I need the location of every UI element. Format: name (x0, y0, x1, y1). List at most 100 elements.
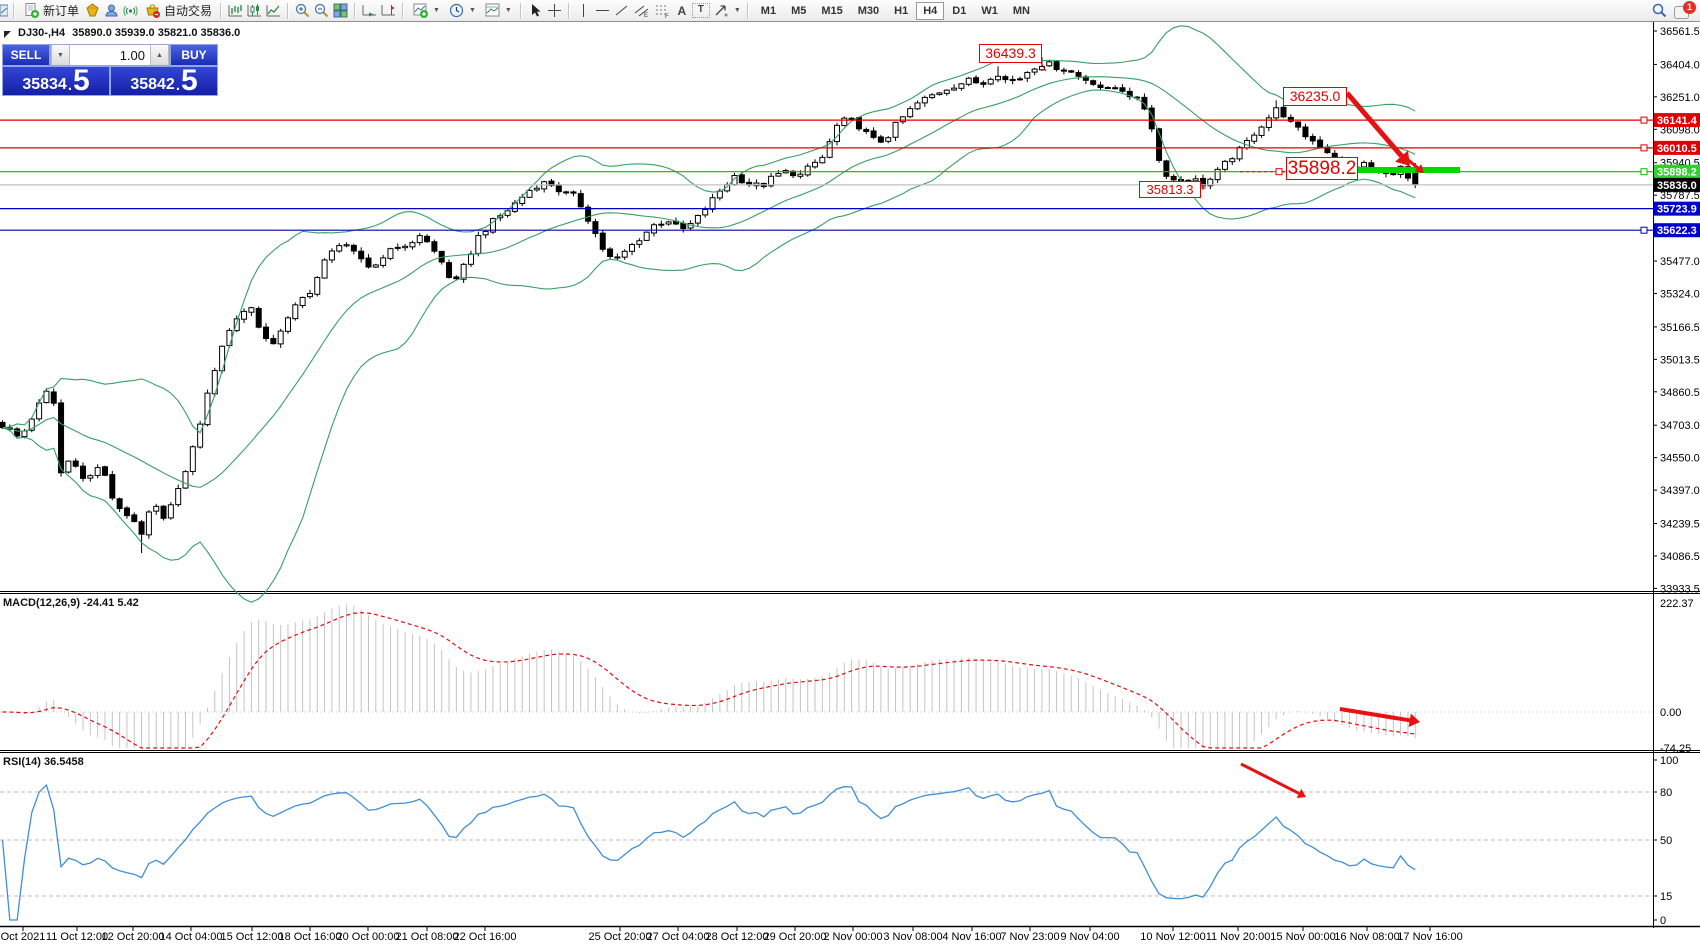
svg-text:9 Nov 04:00: 9 Nov 04:00 (1060, 931, 1119, 943)
tile-windows-icon[interactable] (332, 2, 349, 19)
svg-text:12 Oct 20:00: 12 Oct 20:00 (102, 931, 165, 943)
bar-chart-icon[interactable] (227, 2, 244, 19)
label-tool-icon[interactable]: T (691, 3, 710, 18)
timeframe-MN[interactable]: MN (1012, 4, 1030, 17)
svg-text:35166.5: 35166.5 (1660, 322, 1700, 334)
svg-text:4 Nov 16:00: 4 Nov 16:00 (942, 931, 1001, 943)
svg-text:222.37: 222.37 (1660, 598, 1694, 610)
timeframe-D1[interactable]: D1 (952, 4, 967, 17)
svg-text:0.00: 0.00 (1660, 707, 1681, 719)
auto-trading-button[interactable]: 自动交易 (141, 1, 215, 21)
svg-text:21 Oct 08:00: 21 Oct 08:00 (396, 931, 459, 943)
svg-text:35787.5: 35787.5 (1660, 190, 1700, 202)
buy-price[interactable]: 35842 . 5 (110, 66, 218, 96)
sell-button[interactable]: SELL (2, 44, 50, 66)
toolbar-right: 1 (1651, 0, 1698, 20)
buy-button[interactable]: BUY (170, 44, 218, 66)
shapes-icon (715, 5, 728, 17)
svg-text:2 Nov 00:00: 2 Nov 00:00 (823, 931, 882, 943)
volume-value[interactable]: 1.00 (119, 48, 145, 63)
symbol-period-label: DJ30-,H4 (18, 27, 66, 39)
chevron-down-icon: ▼ (433, 7, 440, 14)
indicators-button[interactable]: ▼ (409, 1, 443, 21)
chart-shift-icon[interactable] (380, 2, 397, 19)
swing-high-annotation[interactable]: 36439.3 (979, 44, 1042, 63)
timeframe-M5[interactable]: M5 (791, 4, 807, 17)
templates-button[interactable]: ▼ (481, 1, 515, 21)
timeframe-group: M1 M5 M15 M30 H1 H4 D1 W1 MN (754, 1, 1037, 20)
profile-icon[interactable] (103, 2, 120, 19)
svg-text:F: F (665, 14, 669, 19)
svg-text:14 Oct 04:00: 14 Oct 04:00 (160, 931, 223, 943)
zoom-out-icon[interactable] (313, 2, 330, 19)
horizontal-line-icon[interactable] (594, 2, 611, 19)
one-click-trading-panel: SELL ▼ 1.00 ▲ BUY 35834 . 5 35842 . 5 (2, 44, 218, 96)
sell-price[interactable]: 35834 . 5 (2, 66, 110, 96)
timeframe-M1[interactable]: M1 (760, 4, 777, 17)
timeframe-M15[interactable]: M15 (821, 4, 843, 17)
support-level-annotation[interactable]: 35898.2 (1286, 157, 1358, 180)
toolbar-separator (746, 2, 749, 19)
svg-text:17 Nov 16:00: 17 Nov 16:00 (1397, 931, 1462, 943)
volume-decrease-button[interactable]: ▼ (51, 45, 70, 65)
candlestick-icon[interactable] (246, 2, 263, 19)
svg-text:28 Oct 12:00: 28 Oct 12:00 (706, 931, 769, 943)
toolbar-separator (354, 2, 357, 19)
chevron-down-icon: ▼ (733, 7, 741, 14)
clipped-left-icon[interactable] (0, 2, 8, 19)
text-tool-icon[interactable]: A (677, 3, 687, 18)
zoom-in-icon[interactable] (294, 2, 311, 19)
svg-text:36141.4: 36141.4 (1657, 115, 1698, 127)
search-icon[interactable] (1651, 2, 1668, 19)
auto-trading-label: 自动交易 (164, 4, 213, 18)
svg-text:80: 80 (1660, 787, 1672, 799)
shapes-button[interactable]: ▼ (712, 1, 742, 21)
svg-text:10 Nov 12:00: 10 Nov 12:00 (1140, 931, 1205, 943)
svg-text:100: 100 (1660, 755, 1678, 767)
template-icon (485, 3, 500, 17)
trendline-icon[interactable] (613, 2, 630, 19)
toolbar-separator (13, 2, 15, 19)
svg-text:36404.0: 36404.0 (1660, 59, 1700, 71)
period-button[interactable]: ▼ (445, 1, 479, 21)
svg-text:11 Nov 20:00: 11 Nov 20:00 (1206, 931, 1271, 943)
auto-trading-icon (146, 4, 161, 18)
svg-text:-74.25: -74.25 (1660, 743, 1691, 755)
svg-text:15 Nov 00:00: 15 Nov 00:00 (1270, 931, 1335, 943)
new-order-button[interactable]: 新订单 (20, 1, 82, 21)
swing-low-annotation[interactable]: 35813.3 (1139, 181, 1201, 198)
buy-price-main: 35842 (130, 76, 175, 94)
svg-text:E: E (644, 13, 648, 19)
fibonacci-tool[interactable]: F (653, 1, 672, 21)
svg-text:7 Nov 23:00: 7 Nov 23:00 (1000, 931, 1059, 943)
notifications-button[interactable]: 1 (1674, 0, 1696, 20)
channel-icon: E (634, 5, 649, 19)
svg-text:35324.0: 35324.0 (1660, 288, 1700, 300)
vertical-line-icon[interactable] (575, 2, 592, 19)
svg-text:18 Oct 16:00: 18 Oct 16:00 (279, 931, 342, 943)
buy-price-dot: . (175, 76, 180, 94)
auto-scroll-icon[interactable] (361, 2, 378, 19)
pullback-high-annotation[interactable]: 36235.0 (1283, 87, 1347, 106)
signals-icon[interactable] (122, 2, 139, 19)
volume-increase-button[interactable]: ▲ (150, 45, 169, 65)
svg-text:35723.9: 35723.9 (1657, 204, 1697, 216)
cursor-icon[interactable] (527, 2, 544, 19)
timeframe-H4[interactable]: H4 (916, 1, 945, 20)
line-chart-icon[interactable] (265, 2, 282, 19)
timeframe-H1[interactable]: H1 (894, 4, 909, 17)
svg-text:34703.0: 34703.0 (1660, 420, 1700, 432)
chevron-down-icon: ▼ (468, 7, 476, 14)
svg-text:Oct 2021: Oct 2021 (1, 931, 46, 943)
svg-text:50: 50 (1660, 835, 1672, 847)
crosshair-icon[interactable] (546, 2, 563, 19)
buy-price-big-digit: 5 (180, 64, 198, 98)
channel-tool[interactable]: E (632, 1, 651, 21)
sell-price-main: 35834 (22, 76, 67, 94)
timeframe-W1[interactable]: W1 (981, 4, 998, 17)
timeframe-M30[interactable]: M30 (857, 4, 880, 17)
funds-icon[interactable] (84, 2, 101, 19)
sell-price-big-digit: 5 (72, 64, 90, 98)
svg-text:36098.0: 36098.0 (1660, 124, 1700, 136)
